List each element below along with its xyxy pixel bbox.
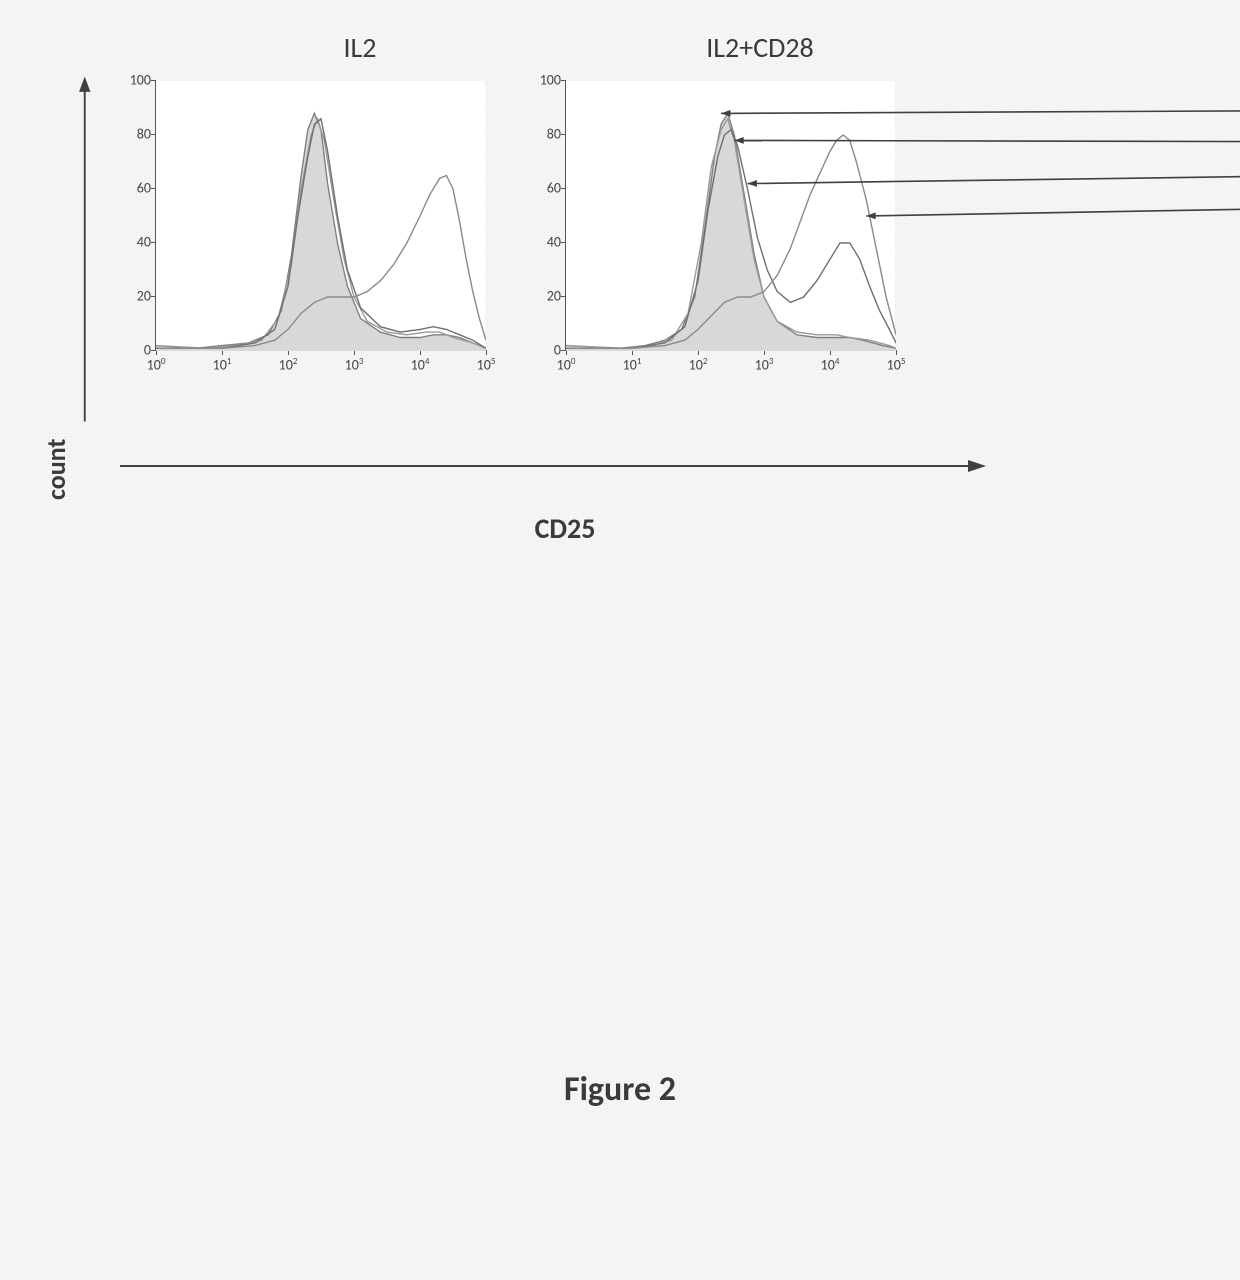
legend-connector-arrowhead [866,212,875,219]
chart-il2-cd28: NEPKO/NTDCAR-CAR+ 0204060801001001011021… [510,71,910,411]
xtick-label: 103 [755,356,774,374]
chart-il2: 020406080100100101102103104105 [100,71,500,411]
ytick-label: 80 [121,126,151,143]
ytick-label: 80 [531,126,561,143]
ytick-label: 20 [531,288,561,305]
xtick-label: 102 [279,356,298,374]
histogram-svg [156,81,486,351]
xtick-label: 105 [477,356,496,374]
ytick-label: 100 [121,72,151,89]
legend-connector-arrowhead [721,110,730,117]
legend-connector-svg [566,81,896,351]
legend-connector-arrowhead [734,137,743,144]
legend-connector-line [721,110,1240,113]
y-axis-arrow [60,71,100,431]
xtick-label: 100 [557,356,576,374]
panel-title-left: IL2 [160,30,560,65]
figure-container: IL2 IL2+CD28 020406080100100101102103104… [60,30,1180,546]
ytick-label: 20 [121,288,151,305]
xtick-mark [896,350,897,355]
x-axis-arrow [110,451,990,481]
ytick-label: 40 [121,234,151,251]
panel-titles-row: IL2 IL2+CD28 [160,30,1180,71]
legend-connector-line [748,174,1240,184]
xtick-label: 101 [213,356,232,374]
figure-caption: Figure 2 [0,1069,1240,1110]
plot-il2-cd28: NEPKO/NTDCAR-CAR+ 0204060801001001011021… [565,81,895,351]
xtick-label: 104 [821,356,840,374]
legend-connector-line [866,206,1240,216]
xtick-label: 102 [689,356,708,374]
plot-il2: 020406080100100101102103104105 [155,81,485,351]
ytick-label: 60 [531,180,561,197]
charts-row: 020406080100100101102103104105 NEPKO/NTD… [60,71,1180,431]
xtick-label: 105 [887,356,906,374]
legend-connector-line [734,140,1240,142]
ytick-label: 100 [531,72,561,89]
panel-title-right: IL2+CD28 [560,30,960,65]
ytick-label: 60 [121,180,151,197]
y-axis-label: count [40,439,72,500]
x-axis-arrow-wrap [110,451,990,481]
charts-pair: 020406080100100101102103104105 NEPKO/NTD… [100,71,910,411]
x-axis-label: CD25 [160,511,970,546]
xtick-label: 104 [411,356,430,374]
legend-connector-arrowhead [748,180,757,187]
ytick-label: 40 [531,234,561,251]
xtick-label: 101 [623,356,642,374]
xtick-label: 100 [147,356,166,374]
series-nep-fill [156,113,486,351]
xtick-mark [486,350,487,355]
xtick-label: 103 [345,356,364,374]
